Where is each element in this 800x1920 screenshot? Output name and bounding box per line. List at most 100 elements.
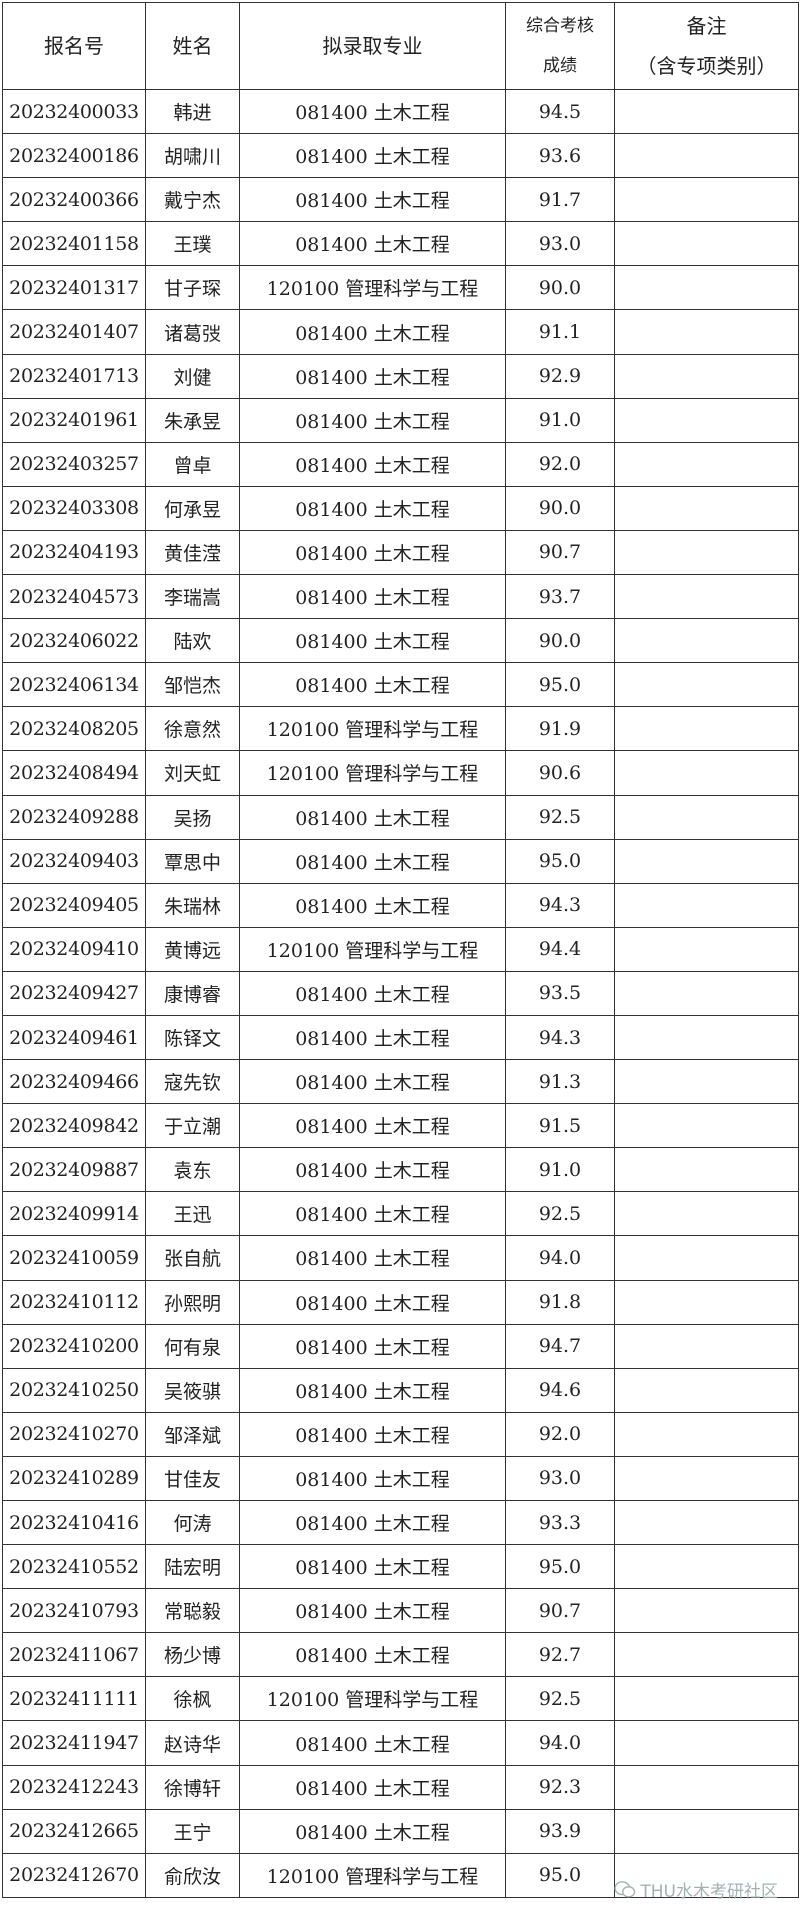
cell-major: 081400 土木工程 bbox=[239, 618, 506, 664]
cell-id: 20232410112 bbox=[2, 1279, 146, 1325]
cell-name: 邹恺杰 bbox=[145, 662, 240, 708]
cell-note bbox=[614, 485, 799, 531]
table-row: 20232410793 常聪毅 081400 土木工程 90.7 bbox=[2, 1588, 799, 1634]
cell-note bbox=[614, 1191, 799, 1237]
cell-id: 20232409466 bbox=[2, 1059, 146, 1105]
table-row: 20232412670 俞欣汝 120100 管理科学与工程 95.0 bbox=[2, 1852, 799, 1898]
cell-name: 覃思中 bbox=[145, 838, 240, 884]
cell-id: 20232400186 bbox=[2, 133, 146, 179]
table-row: 20232411947 赵诗华 081400 土木工程 94.0 bbox=[2, 1720, 799, 1766]
watermark: THU水木考研社区 bbox=[614, 1877, 778, 1902]
cell-major: 081400 土木工程 bbox=[239, 1014, 506, 1061]
table-row: 20232409288 吴扬 081400 土木工程 92.5 bbox=[2, 794, 799, 840]
cell-note bbox=[614, 1852, 799, 1898]
cell-id: 20232409410 bbox=[2, 926, 146, 972]
cell-major: 081400 土木工程 bbox=[239, 1367, 506, 1413]
table-row: 20232403257 曾卓 081400 土木工程 92.0 bbox=[2, 441, 799, 487]
header-note-line2: （含专项类别） bbox=[636, 54, 777, 78]
cell-score: 90.7 bbox=[505, 1588, 615, 1634]
cell-score: 92.7 bbox=[505, 1632, 615, 1678]
cell-name: 甘佳友 bbox=[145, 1455, 240, 1502]
cell-note bbox=[614, 1720, 799, 1766]
table-row: 20232401158 王璞 081400 土木工程 93.0 bbox=[2, 221, 799, 267]
cell-note bbox=[614, 133, 799, 179]
cell-note bbox=[614, 1676, 799, 1722]
cell-score: 95.0 bbox=[505, 1852, 615, 1898]
cell-name: 邹泽斌 bbox=[145, 1411, 240, 1457]
cell-id: 20232409914 bbox=[2, 1191, 146, 1237]
table-row: 20232409403 覃思中 081400 土木工程 95.0 bbox=[2, 838, 799, 884]
cell-note bbox=[614, 441, 799, 487]
table-row: 20232406022 陆欢 081400 土木工程 90.0 bbox=[2, 618, 799, 664]
cell-id: 20232409405 bbox=[2, 882, 146, 928]
cell-major: 081400 土木工程 bbox=[239, 1059, 506, 1105]
table-row: 20232410552 陆宏明 081400 土木工程 95.0 bbox=[2, 1544, 799, 1590]
cell-note bbox=[614, 574, 799, 620]
cell-name: 康博睿 bbox=[145, 970, 240, 1016]
cell-id: 20232409887 bbox=[2, 1147, 146, 1193]
cell-major: 081400 土木工程 bbox=[239, 353, 506, 399]
cell-note bbox=[614, 1544, 799, 1590]
cell-id: 20232410416 bbox=[2, 1499, 146, 1546]
cell-name: 陈铎文 bbox=[145, 1014, 240, 1061]
table-row: 20232412243 徐博轩 081400 土木工程 92.3 bbox=[2, 1764, 799, 1810]
cell-major: 081400 土木工程 bbox=[239, 221, 506, 267]
cell-note bbox=[614, 1279, 799, 1325]
table-row: 20232409914 王迅 081400 土木工程 92.5 bbox=[2, 1191, 799, 1237]
cell-id: 20232410250 bbox=[2, 1367, 146, 1413]
cell-name: 王璞 bbox=[145, 221, 240, 267]
cell-score: 95.0 bbox=[505, 1544, 615, 1590]
table-row: 20232404573 李瑞嵩 081400 土木工程 93.7 bbox=[2, 574, 799, 620]
cell-name: 徐枫 bbox=[145, 1676, 240, 1722]
cell-note bbox=[614, 662, 799, 708]
cell-score: 92.0 bbox=[505, 441, 615, 487]
cell-score: 93.0 bbox=[505, 1455, 615, 1502]
cell-id: 20232410793 bbox=[2, 1588, 146, 1634]
cell-id: 20232403308 bbox=[2, 485, 146, 531]
cell-name: 王迅 bbox=[145, 1191, 240, 1237]
cell-score: 94.4 bbox=[505, 926, 615, 972]
cell-major: 081400 土木工程 bbox=[239, 1235, 506, 1281]
cell-name: 杨少博 bbox=[145, 1632, 240, 1678]
cell-major: 081400 土木工程 bbox=[239, 88, 506, 135]
cell-name: 朱瑞林 bbox=[145, 882, 240, 928]
cell-name: 俞欣汝 bbox=[145, 1852, 240, 1898]
cell-score: 92.3 bbox=[505, 1764, 615, 1810]
cell-note bbox=[614, 221, 799, 267]
cell-major: 120100 管理科学与工程 bbox=[239, 265, 506, 311]
cell-score: 91.0 bbox=[505, 1147, 615, 1193]
cell-note bbox=[614, 1808, 799, 1854]
cell-score: 93.9 bbox=[505, 1808, 615, 1854]
cell-name: 吴筱骐 bbox=[145, 1367, 240, 1413]
cell-major: 081400 土木工程 bbox=[239, 662, 506, 708]
table-header-row: 报名号 姓名 拟录取专业 综合考核 成绩 备注 （含专项类别） bbox=[2, 2, 799, 90]
cell-id: 20232401961 bbox=[2, 397, 146, 443]
cell-note bbox=[614, 353, 799, 399]
cell-score: 94.5 bbox=[505, 88, 615, 135]
table-row: 20232404193 黄佳滢 081400 土木工程 90.7 bbox=[2, 529, 799, 576]
cell-score: 90.0 bbox=[505, 265, 615, 311]
cell-major: 081400 土木工程 bbox=[239, 1588, 506, 1634]
cell-score: 92.9 bbox=[505, 353, 615, 399]
cell-id: 20232408494 bbox=[2, 750, 146, 796]
cell-name: 李瑞嵩 bbox=[145, 574, 240, 620]
cell-name: 刘健 bbox=[145, 353, 240, 399]
cell-id: 20232401317 bbox=[2, 265, 146, 311]
cell-note bbox=[614, 1147, 799, 1193]
cell-major: 081400 土木工程 bbox=[239, 1808, 506, 1854]
cell-score: 92.5 bbox=[505, 1676, 615, 1722]
cell-major: 081400 土木工程 bbox=[239, 970, 506, 1016]
table-row: 20232412665 王宁 081400 土木工程 93.9 bbox=[2, 1808, 799, 1854]
watermark-text: THU水木考研社区 bbox=[640, 1882, 778, 1902]
cell-note bbox=[614, 926, 799, 972]
cell-score: 91.1 bbox=[505, 309, 615, 355]
cell-id: 20232409288 bbox=[2, 794, 146, 840]
cell-score: 94.7 bbox=[505, 1323, 615, 1369]
cell-major: 081400 土木工程 bbox=[239, 1455, 506, 1502]
cell-id: 20232401158 bbox=[2, 221, 146, 267]
header-note: 备注 （含专项类别） bbox=[614, 2, 799, 90]
cell-major: 081400 土木工程 bbox=[239, 309, 506, 355]
cell-name: 朱承昱 bbox=[145, 397, 240, 443]
cell-score: 90.6 bbox=[505, 750, 615, 796]
cell-note bbox=[614, 882, 799, 928]
